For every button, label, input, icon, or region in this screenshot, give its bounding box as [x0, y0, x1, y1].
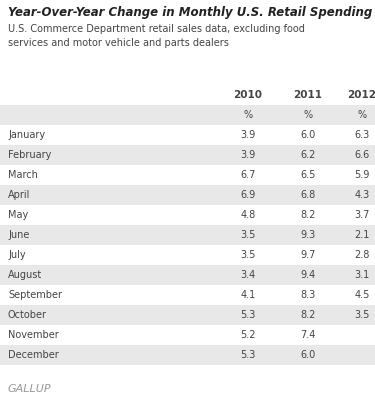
Text: 2.8: 2.8 [354, 250, 370, 260]
Bar [0, 145, 375, 165]
Bar [0, 105, 375, 125]
Text: 6.8: 6.8 [300, 190, 316, 200]
Text: 4.8: 4.8 [240, 210, 256, 220]
Text: February: February [8, 150, 51, 160]
Text: 5.2: 5.2 [240, 330, 256, 340]
Text: 4.5: 4.5 [354, 290, 370, 300]
Text: 4.3: 4.3 [354, 190, 370, 200]
Text: 3.9: 3.9 [240, 150, 256, 160]
Text: 6.2: 6.2 [300, 150, 316, 160]
Bar [0, 345, 375, 365]
Text: %: % [303, 110, 313, 120]
Text: August: August [8, 270, 42, 280]
Text: 7.4: 7.4 [300, 330, 316, 340]
Text: 9.7: 9.7 [300, 250, 316, 260]
Text: U.S. Commerce Department retail sales data, excluding food
services and motor ve: U.S. Commerce Department retail sales da… [8, 24, 305, 48]
Text: 2011: 2011 [294, 90, 322, 100]
Text: 5.9: 5.9 [354, 170, 370, 180]
Text: 9.4: 9.4 [300, 270, 316, 280]
Text: 2.1: 2.1 [354, 230, 370, 240]
Text: November: November [8, 330, 59, 340]
Text: 6.0: 6.0 [300, 350, 316, 360]
Text: 9.3: 9.3 [300, 230, 316, 240]
Text: January: January [8, 130, 45, 140]
Text: March: March [8, 170, 38, 180]
Text: 6.7: 6.7 [240, 170, 256, 180]
Text: 5.3: 5.3 [240, 350, 256, 360]
Text: 4.1: 4.1 [240, 290, 256, 300]
Text: 6.6: 6.6 [354, 150, 370, 160]
Text: 6.5: 6.5 [300, 170, 316, 180]
Text: 8.2: 8.2 [300, 210, 316, 220]
Text: 2012: 2012 [348, 90, 375, 100]
Bar [0, 305, 375, 325]
Text: 3.5: 3.5 [354, 310, 370, 320]
Text: May: May [8, 210, 28, 220]
Text: %: % [243, 110, 253, 120]
Text: 3.1: 3.1 [354, 270, 370, 280]
Text: June: June [8, 230, 29, 240]
Text: 6.3: 6.3 [354, 130, 370, 140]
Text: July: July [8, 250, 26, 260]
Text: %: % [357, 110, 366, 120]
Bar [0, 225, 375, 245]
Text: 6.0: 6.0 [300, 130, 316, 140]
Text: 5.3: 5.3 [240, 310, 256, 320]
Text: 2010: 2010 [234, 90, 262, 100]
Text: December: December [8, 350, 59, 360]
Text: Year-Over-Year Change in Monthly U.S. Retail Spending: Year-Over-Year Change in Monthly U.S. Re… [8, 6, 372, 19]
Text: GALLUP: GALLUP [8, 384, 52, 394]
Text: 3.5: 3.5 [240, 230, 256, 240]
Text: 6.9: 6.9 [240, 190, 256, 200]
Text: 3.9: 3.9 [240, 130, 256, 140]
Text: 3.5: 3.5 [240, 250, 256, 260]
Bar [0, 265, 375, 285]
Bar [0, 185, 375, 205]
Text: April: April [8, 190, 30, 200]
Text: 3.7: 3.7 [354, 210, 370, 220]
Text: 8.2: 8.2 [300, 310, 316, 320]
Text: 3.4: 3.4 [240, 270, 256, 280]
Text: 8.3: 8.3 [300, 290, 316, 300]
Text: October: October [8, 310, 47, 320]
Text: September: September [8, 290, 62, 300]
